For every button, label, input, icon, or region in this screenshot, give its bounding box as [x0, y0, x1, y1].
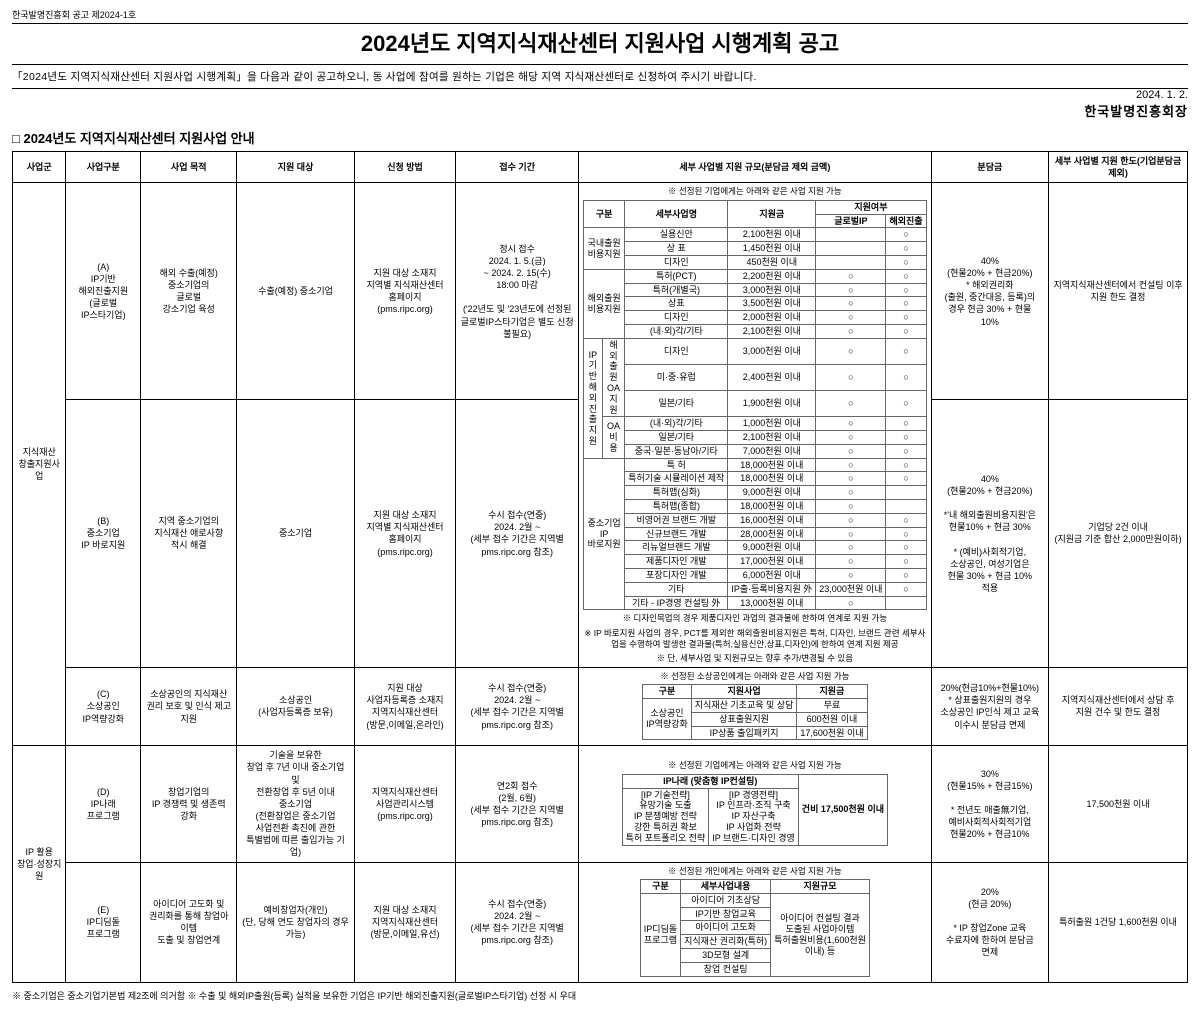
signer: 한국발명진흥회장 [12, 101, 1188, 120]
c-purpose: 소상공인의 지식재산 권리 보호 및 인식 제고 지원 [141, 667, 237, 746]
b-limit: 기업당 2건 이내 (지원금 기준 합산 2,000만원이하) [1049, 400, 1188, 667]
c-limit: 지역지식재산센터에서 상담 후 지원 건수 및 한도 결정 [1049, 667, 1188, 746]
b-purpose: 지역 중소기업의 지식재산 애로사항 적시 해결 [141, 400, 237, 667]
e-nested-cell: ※ 선정된 개인에게는 아래와 같은 사업 지원 가능 구분세부사업내용지원규모… [579, 862, 932, 982]
d-share: 30% (현물15% + 현금15%) * 전년도 매출無기업, 예비사회적사회… [931, 746, 1049, 862]
e-nest-title: ※ 선정된 개인에게는 아래와 같은 사업 지원 가능 [583, 866, 927, 877]
e-gubun: (E) IP디딤돌 프로그램 [66, 862, 141, 982]
col-target: 지원 대상 [237, 152, 355, 183]
col-gubun: 사업구분 [66, 152, 141, 183]
e-target: 예비창업자(개인) (단, 당해 연도 창업자의 경우 가능) [237, 862, 355, 982]
main-table: 사업군 사업구분 사업 목적 지원 대상 신청 방법 접수 기간 세부 사업별 … [12, 151, 1188, 983]
b-period: 수시 접수(연중) 2024. 2월 ~ (세부 접수 기간은 지역별 pms.… [456, 400, 579, 667]
e-purpose: 아이디어 고도화 및 권리화를 통해 창업아이템 도출 및 창업연계 [141, 862, 237, 982]
group2: IP 활용 창업·성장지원 [13, 746, 66, 982]
a-target: 수출(예정) 중소기업 [237, 183, 355, 400]
intro-text: 「2024년도 지역지식재산센터 지원사업 시행계획」을 다음과 같이 공고하오… [12, 64, 1188, 89]
c-method: 지원 대상 사업자등록증 소재지 지역지식재산센터 (방문,이메일,온라인) [354, 667, 455, 746]
d-nested-cell: ※ 선정된 기업에게는 아래와 같은 사업 지원 가능 IP나래 (맞춤형 IP… [579, 746, 932, 862]
announce-date: 2024. 1. 2. [12, 89, 1188, 101]
b-share: 40% (현물20% + 현금20%) *'내 해외출원비용지원'은 현물10%… [931, 400, 1049, 667]
e-share: 20% (현금 20%) * IP 창업Zone 교육 수료자에 한하여 분담금… [931, 862, 1049, 982]
a-limit: 지역지식재산센터에서 컨설팅 이후 지원 한도 결정 [1049, 183, 1188, 400]
ab-nested-cell: ※ 선정된 기업에게는 아래와 같은 사업 지원 가능 구분세부사업명지원금지원… [579, 183, 932, 667]
section-heading: □ 2024년도 지역지식재산센터 지원사업 안내 [12, 128, 1188, 147]
c-nested-cell: ※ 선정된 소상공인에게는 아래와 같은 사업 지원 가능 구분지원사업지원금 … [579, 667, 932, 746]
d-limit: 17,500천원 이내 [1049, 746, 1188, 862]
d-nest-title: ※ 선정된 기업에게는 아래와 같은 사업 지원 가능 [583, 760, 927, 771]
d-purpose: 창업기업의 IP 경쟁력 및 생존력 강화 [141, 746, 237, 862]
a-period: 정시 접수 2024. 1. 5.(금) ~ 2024. 2. 15(수) 18… [456, 183, 579, 400]
col-period: 접수 기간 [456, 152, 579, 183]
notice-number: 한국발명진흥회 공고 제2024-1호 [12, 8, 1188, 24]
a-share: 40% (현물20% + 현금20%) * 해외권리화 (출원, 중간대응, 등… [931, 183, 1049, 400]
b-target: 중소기업 [237, 400, 355, 667]
e-period: 수시 접수(연중) 2024. 2월 ~ (세부 접수 기간은 지역별 pms.… [456, 862, 579, 982]
b-method: 지원 대상 소재지 지역별 지식재산센터 홈페이지 (pms.ripc.org) [354, 400, 455, 667]
col-purpose: 사업 목적 [141, 152, 237, 183]
c-nest-title: ※ 선정된 소상공인에게는 아래와 같은 사업 지원 가능 [583, 671, 927, 682]
col-method: 신청 방법 [354, 152, 455, 183]
d-inner-table: IP나래 (맞춤형 IP컨설팅)건비 17,500천원 이내 [IP 기술전략]… [622, 774, 888, 846]
c-gubun: (C) 소상공인 IP역량강화 [66, 667, 141, 746]
c-inner-table: 구분지원사업지원금 소상공인 IP역량강화지식재산 기초교육 및 상담무료 상표… [642, 684, 867, 740]
footnote: ※ 중소기업은 중소기업기본법 제2조에 의거함 ※ 수출 및 해외IP출원(등… [12, 989, 1188, 1002]
c-target: 소상공인 (사업자등록증 보유) [237, 667, 355, 746]
d-method: 지역지식재산센터 사업관리시스템 (pms.ripc.org) [354, 746, 455, 862]
e-method: 지원 대상 소재지 지역지식재산센터 (방문,이메일,유선) [354, 862, 455, 982]
col-scale: 세부 사업별 지원 규모(분담금 제외 금액) [579, 152, 932, 183]
col-limit: 세부 사업별 지원 한도(기업분담금 제외) [1049, 152, 1188, 183]
d-period: 연2회 접수 (2월, 6월) (세부 접수 기간은 지역별 pms.ripc.… [456, 746, 579, 862]
col-share: 분담금 [931, 152, 1049, 183]
e-limit: 특허출원 1건당 1,600천원 이내 [1049, 862, 1188, 982]
c-share: 20%(현금10%+현물10%) * 상표출원지원의 경우 소상공인 IP인식 … [931, 667, 1049, 746]
a-purpose: 해외 수출(예정) 중소기업의 글로벌 강소기업 육성 [141, 183, 237, 400]
a-method: 지원 대상 소재지 지역별 지식재산센터 홈페이지 (pms.ripc.org) [354, 183, 455, 400]
page-title: 2024년도 지역지식재산센터 지원사업 시행계획 공고 [12, 26, 1188, 58]
d-gubun: (D) IP나래 프로그램 [66, 746, 141, 862]
a-gubun: (A) IP기반 해외진출지원 (글로벌 IP스타기업) [66, 183, 141, 400]
ab-inner-table: 구분세부사업명지원금지원여부글로벌IP해외진출국내출원 비용지원실용신안2,10… [583, 200, 927, 611]
ab-nest-title: ※ 선정된 기업에게는 아래와 같은 사업 지원 가능 [583, 186, 927, 197]
group1: 지식재산 창출지원사업 [13, 183, 66, 746]
b-gubun: (B) 중소기업 IP 바로지원 [66, 400, 141, 667]
col-group: 사업군 [13, 152, 66, 183]
e-inner-table: 구분세부사업내용지원규모IP디딤돌 프로그램아이디어 기초상담아이디어 컨설팅 … [640, 879, 870, 977]
d-target: 기술을 보유한 창업 후 7년 이내 중소기업 및 전환창업 후 5년 이내 중… [237, 746, 355, 862]
c-period: 수시 접수(연중) 2024. 2월 ~ (세부 접수 기간은 지역별 pms.… [456, 667, 579, 746]
